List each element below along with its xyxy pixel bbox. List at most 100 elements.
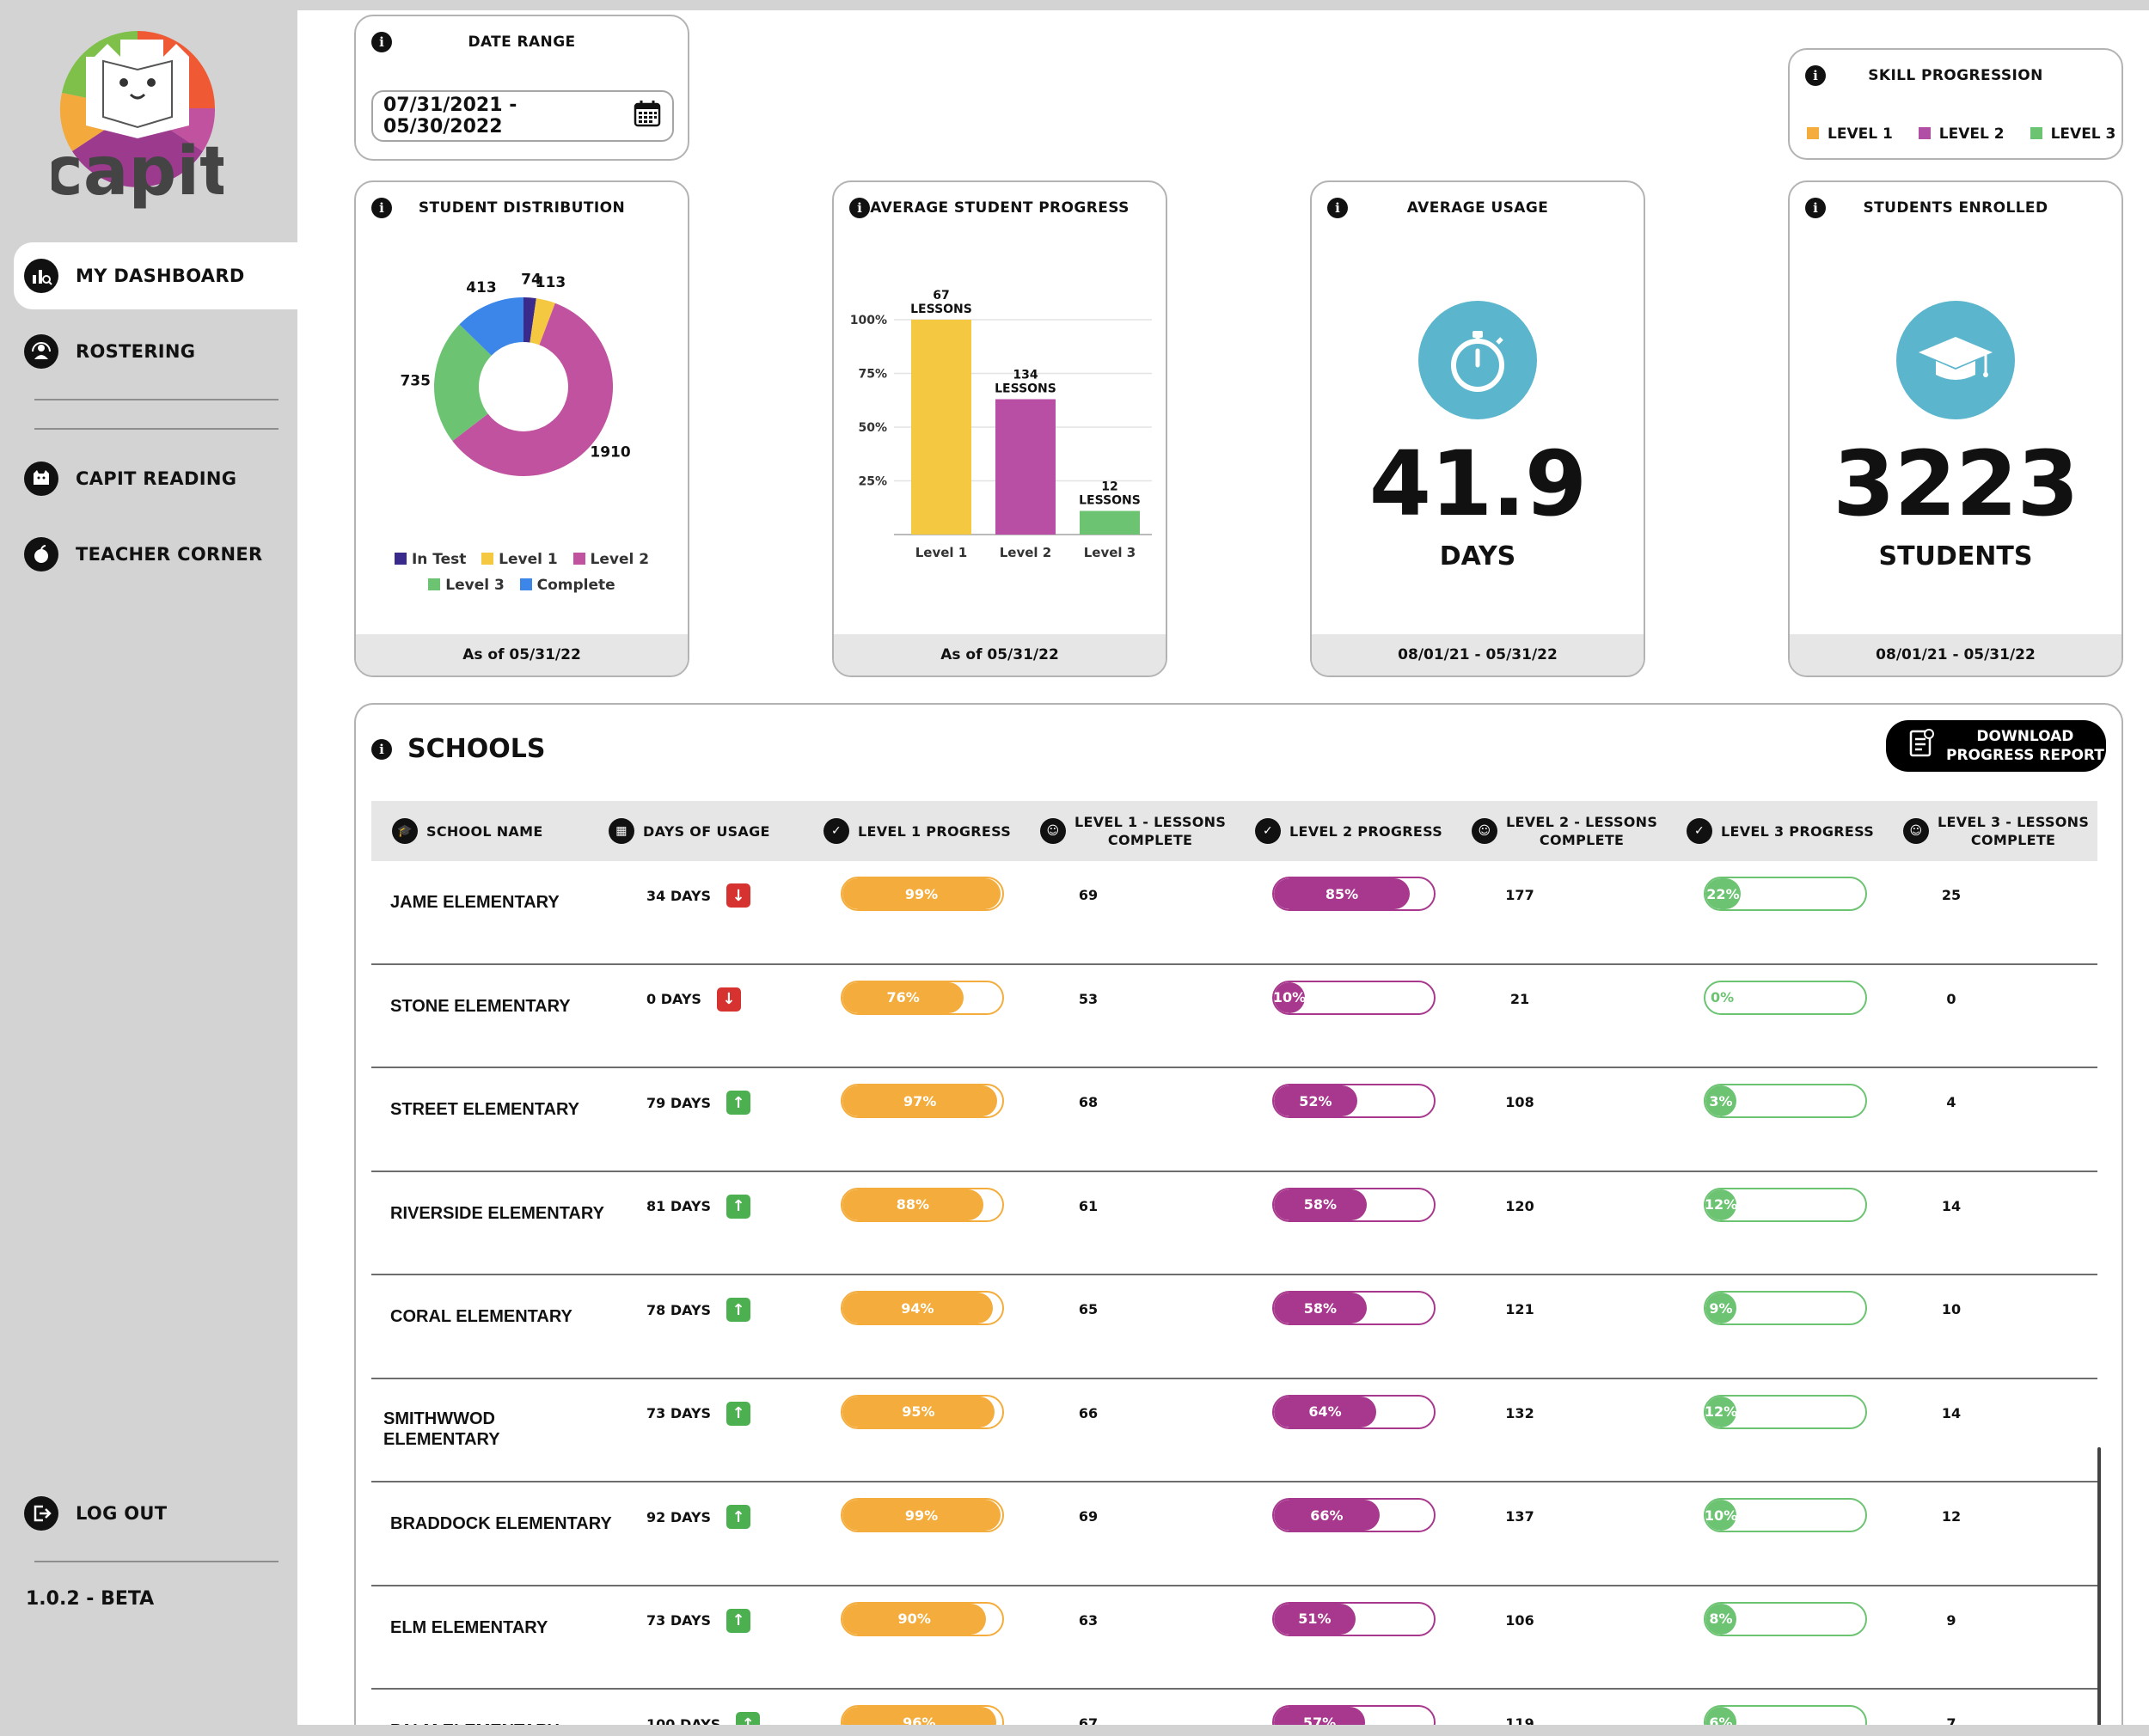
level-1-progress-bar: 97% xyxy=(841,1084,1004,1118)
students-enrolled-card: i STUDENTS ENROLLED 3223 STUDENTS 08/01/… xyxy=(1788,180,2123,677)
card-title: STUDENTS ENROLLED xyxy=(1863,199,2048,217)
level-3-progress-bar: 3% xyxy=(1704,1084,1867,1118)
level-3-progress-bar: 9% xyxy=(1704,1291,1867,1325)
column-level-1-progress[interactable]: ✓ LEVEL 1 PROGRESS xyxy=(823,801,1011,861)
table-row[interactable]: STREET ELEMENTARY 79 DAYS ↑ 97% 68 52% 108 3% 4 xyxy=(371,1068,2097,1172)
schools-panel: i SCHOOLS DOWNLOAD PROGRESS REPORT 🎓 SCHOO… xyxy=(354,703,2123,1725)
card-footer: As of 05/31/22 xyxy=(356,634,688,675)
card-title: STUDENT DISTRIBUTION xyxy=(418,199,626,217)
date-range-input[interactable]: 07/31/2021 - 05/30/2022 xyxy=(371,90,674,142)
column-level-3-progress[interactable]: ✓ LEVEL 3 PROGRESS xyxy=(1687,801,1874,861)
level-3-progress-bar: 0% xyxy=(1704,980,1867,1015)
level-1-progress-bar: 96% xyxy=(841,1705,1004,1725)
nav-rostering[interactable]: ROSTERING xyxy=(14,318,297,385)
average-usage-card: i AVERAGE USAGE 41.9 DAYS 08/01/21 - 05/… xyxy=(1310,180,1645,677)
school-name[interactable]: ELM ELEMENTARY xyxy=(390,1617,548,1637)
nav-teacher-corner[interactable]: TEACHER CORNER xyxy=(14,521,297,588)
legend-level-3: LEVEL 3 xyxy=(2030,125,2115,143)
info-icon[interactable]: i xyxy=(849,198,870,218)
download-progress-report-button[interactable]: DOWNLOAD PROGRESS REPORT xyxy=(1886,720,2106,772)
legend-complete: Complete xyxy=(519,577,615,594)
logout-label: LOG OUT xyxy=(76,1503,168,1524)
table-row[interactable]: RIVERSIDE ELEMENTARY 81 DAYS ↑ 88% 61 58% 120 1… xyxy=(371,1172,2097,1275)
level-3-lessons-complete: 4 xyxy=(1946,1094,1956,1110)
table-scrollbar[interactable] xyxy=(2097,1447,2101,1725)
column-school-name[interactable]: 🎓 SCHOOL NAME xyxy=(392,801,543,861)
progress-fill: 22% xyxy=(1705,878,1741,909)
level-2-progress-bar: 64% xyxy=(1272,1394,1436,1429)
skill-progression-card: i SKILL PROGRESSION LEVEL 1 LEVEL 2 LEVE… xyxy=(1788,48,2123,160)
level-2-lessons-complete: 132 xyxy=(1505,1404,1534,1421)
bar-data-label-number: 67 xyxy=(933,289,949,303)
legend-level-2: Level 2 xyxy=(572,551,649,568)
level-3-lessons-complete: 7 xyxy=(1946,1715,1956,1725)
school-name[interactable]: PALM ELEMENTARY xyxy=(390,1721,640,1725)
days-value: 79 DAYS xyxy=(646,1094,712,1111)
school-name[interactable]: BRADDOCK ELEMENTARY xyxy=(390,1514,612,1533)
info-icon[interactable]: i xyxy=(1805,65,1826,86)
school-name[interactable]: STONE ELEMENTARY xyxy=(390,996,571,1016)
bar-level-2[interactable] xyxy=(995,399,1056,535)
days-value: 0 DAYS xyxy=(646,991,701,1007)
progress-fill: 85% xyxy=(1274,878,1411,909)
column-days-of-usage[interactable]: ▦ DAYS OF USAGE xyxy=(609,801,770,861)
table-row[interactable]: CORAL ELEMENTARY 78 DAYS ↑ 94% 65 58% 121 9% 10 xyxy=(371,1275,2097,1379)
donut-slice-level-2[interactable] xyxy=(452,303,613,476)
donut-slice-level-3[interactable] xyxy=(434,324,492,442)
distribution-legend: In Test Level 1 Level 2 Level 3 Complete xyxy=(356,547,688,598)
progress-fill: 57% xyxy=(1274,1707,1366,1725)
donut-slice-level-1[interactable] xyxy=(530,298,555,345)
school-name[interactable]: CORAL ELEMENTARY xyxy=(390,1307,572,1326)
donut-slice-complete[interactable] xyxy=(459,297,523,356)
level-2-progress-bar: 57% xyxy=(1272,1705,1436,1725)
nav-my-dashboard[interactable]: MY DASHBOARD xyxy=(14,242,297,309)
sidebar: capit MY DASHBOARD ROSTERING CAPIT READI… xyxy=(0,0,297,1665)
column-level-3-lessons[interactable]: ☺ LEVEL 3 - LESSONS COMPLETE xyxy=(1903,801,2089,861)
column-level-2-lessons[interactable]: ☺ LEVEL 2 - LESSONS COMPLETE xyxy=(1472,801,1657,861)
progress-fill: 10% xyxy=(1274,981,1306,1013)
info-icon[interactable]: i xyxy=(371,198,392,218)
school-name[interactable]: RIVERSIDE ELEMENTARY xyxy=(390,1203,604,1223)
table-row[interactable]: SMITHWWOD ELEMENTARY 73 DAYS ↑ 95% 66 64% 132 1… xyxy=(371,1379,2097,1482)
average-usage-value: 41.9 xyxy=(1368,431,1588,536)
level-1-lessons-complete: 67 xyxy=(1078,1715,1099,1725)
info-icon[interactable]: i xyxy=(1805,198,1826,218)
info-icon[interactable]: i xyxy=(371,32,392,52)
nav-capit-reading[interactable]: CAPIT READING xyxy=(14,445,297,512)
school-name[interactable]: JAME ELEMENTARY xyxy=(390,893,560,912)
bar-level-1[interactable] xyxy=(911,320,971,535)
school-name[interactable]: SMITHWWOD ELEMENTARY xyxy=(383,1409,500,1449)
table-row[interactable]: ELM ELEMENTARY 73 DAYS ↑ 90% 63 51% 106 8% 9 xyxy=(371,1586,2097,1690)
logout-button[interactable]: LOG OUT xyxy=(14,1480,297,1547)
bar-level-3[interactable] xyxy=(1080,510,1140,535)
level-3-progress-bar: 12% xyxy=(1704,1187,1867,1222)
donut-slice-in-test[interactable] xyxy=(523,297,536,343)
column-level-1-lessons[interactable]: ☺ LEVEL 1 - LESSONS COMPLETE xyxy=(1040,801,1226,861)
school-name[interactable]: STREET ELEMENTARY xyxy=(390,1100,580,1119)
calendar-icon[interactable] xyxy=(633,99,662,133)
table-row[interactable]: BRADDOCK ELEMENTARY 92 DAYS ↑ 99% 69 66% 137 10… xyxy=(371,1482,2097,1586)
table-row[interactable]: JAME ELEMENTARY 34 DAYS ↓ 99% 69 85% 177 22% 25 xyxy=(371,861,2097,965)
level-1-progress-bar: 90% xyxy=(841,1601,1004,1636)
days-value: 78 DAYS xyxy=(646,1301,712,1318)
level-1-progress-bar: 94% xyxy=(841,1291,1004,1325)
nav-label: TEACHER CORNER xyxy=(76,544,263,565)
info-icon[interactable]: i xyxy=(371,739,392,760)
calendar-icon: ▦ xyxy=(609,818,634,844)
y-tick-label: 100% xyxy=(850,314,887,327)
capit-logo[interactable]: capit xyxy=(52,22,223,211)
progress-fill: 58% xyxy=(1274,1189,1367,1220)
info-icon[interactable]: i xyxy=(1327,198,1348,218)
card-title: AVERAGE STUDENT PROGRESS xyxy=(870,199,1130,217)
level-3-lessons-complete: 14 xyxy=(1941,1404,1962,1421)
column-level-2-progress[interactable]: ✓ LEVEL 2 PROGRESS xyxy=(1255,801,1442,861)
table-row[interactable]: STONE ELEMENTARY 0 DAYS ↓ 76% 53 10% 21 0% 0 xyxy=(371,965,2097,1068)
days-of-usage: 79 DAYS ↑ xyxy=(646,1091,751,1115)
row-divider xyxy=(371,1688,2097,1690)
column-label: LEVEL 3 - LESSONS COMPLETE xyxy=(1938,814,2090,848)
date-range-card: i DATE RANGE 07/31/2021 - 05/30/2022 xyxy=(354,15,689,161)
progress-fill: 58% xyxy=(1274,1293,1367,1323)
nav-label: CAPIT READING xyxy=(76,468,237,489)
donut-label: 413 xyxy=(466,279,497,296)
table-row[interactable]: PALM ELEMENTARY 100 DAYS ↑ 96% 67 57% 119 6% 7 xyxy=(371,1690,2097,1725)
